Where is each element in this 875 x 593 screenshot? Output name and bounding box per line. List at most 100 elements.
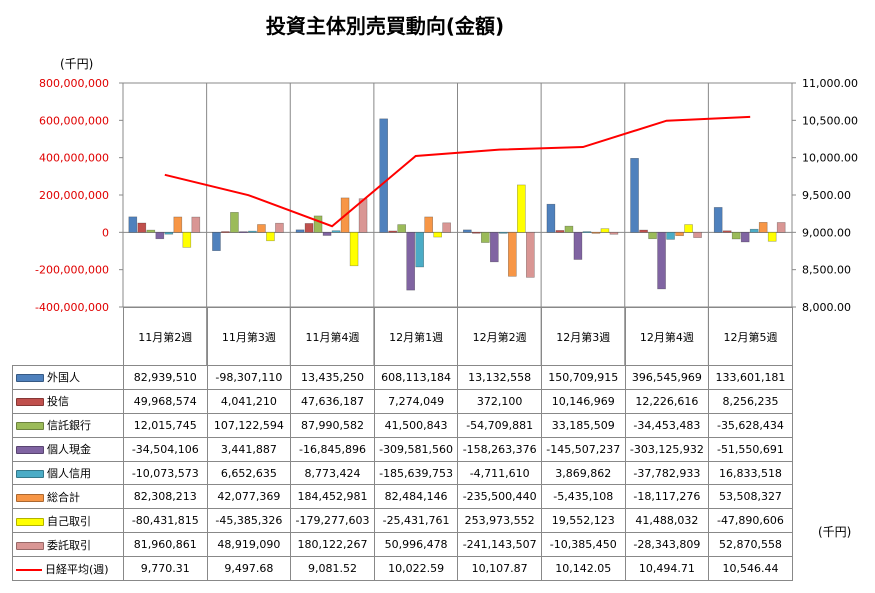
bar	[639, 229, 648, 233]
data-cell: 42,077,369	[206, 484, 292, 510]
table-row: 自己取引 -80,431,815 -45,385,326 -179,277,603 -2…	[12, 508, 793, 534]
data-cell: 33,185,509	[540, 412, 626, 438]
left-axis-unit: (千円)	[60, 57, 94, 71]
legend-swatch-icon	[16, 422, 44, 431]
data-cell: 9,770.31	[123, 556, 208, 582]
table-row: 投信 49,968,574 4,041,210 47,636,187 7,274,049…	[12, 388, 793, 414]
data-cell: 49,968,574	[123, 388, 208, 414]
data-cell: -179,277,603	[290, 508, 375, 534]
category-label: 12月第2週	[457, 307, 542, 366]
data-cell: 9,497.68	[206, 556, 292, 582]
data-cell: 87,990,582	[290, 412, 375, 438]
data-cell: 47,636,187	[290, 388, 375, 414]
data-cell: 12,015,745	[123, 412, 208, 438]
bar	[313, 215, 323, 233]
bar	[266, 232, 275, 242]
bar	[463, 229, 472, 233]
data-cell: 41,488,032	[624, 508, 710, 534]
chart-title: 投資主体別売買動向(金額)	[265, 14, 505, 38]
data-cell: 13,435,250	[290, 365, 375, 390]
legend-entry: 信託銀行	[12, 412, 124, 438]
data-cell: -158,263,376	[457, 436, 542, 462]
bar	[693, 232, 702, 238]
y2-tick-label: 10,000.00	[802, 152, 858, 165]
bar	[731, 232, 741, 240]
legend-swatch-icon	[16, 541, 44, 550]
data-cell: 16,833,518	[708, 460, 793, 486]
data-cell: 81,960,861	[123, 532, 208, 558]
bar	[713, 207, 723, 233]
y2-tick-label: 10,500.00	[802, 114, 858, 127]
bar	[275, 222, 284, 233]
right-axis-unit: (千円)	[818, 525, 852, 539]
bar	[230, 212, 239, 233]
table-row: 日経平均(週) 9,770.31 9,497.68 9,081.52 10,022.59…	[12, 556, 793, 582]
table-row: 個人信用 -10,073,573 6,652,635 8,773,424 -185,63…	[12, 460, 793, 486]
data-cell: 372,100	[457, 388, 542, 414]
bar	[415, 232, 424, 268]
legend-entry: 個人現金	[12, 436, 124, 462]
data-cell: -5,435,108	[540, 484, 626, 510]
data-cell: 82,939,510	[123, 365, 208, 390]
bar	[675, 232, 684, 237]
legend-swatch-icon	[16, 398, 44, 407]
y-tick-label: 800,000,000	[39, 77, 109, 90]
series-name: 信託銀行	[47, 419, 91, 433]
data-cell: -47,890,606	[708, 508, 793, 534]
data-cell: -54,709,881	[457, 412, 542, 438]
bar	[137, 222, 147, 233]
bar	[555, 230, 565, 233]
bar	[546, 203, 556, 233]
legend-swatch-icon	[16, 470, 44, 478]
bar	[517, 184, 526, 233]
data-cell: -34,504,106	[123, 436, 208, 462]
bar	[508, 232, 517, 277]
data-cell: 396,545,969	[624, 365, 710, 390]
y-tick-label: 0	[102, 226, 109, 239]
table-row: 個人現金 -34,504,106 3,441,887 -16,845,896 -309,…	[12, 436, 793, 462]
bar	[776, 222, 786, 233]
bar	[388, 230, 397, 233]
data-cell: 10,142.05	[540, 556, 626, 582]
legend-entry: 自己取引	[12, 508, 124, 534]
legend-entry: 日経平均(週)	[12, 556, 124, 582]
bar	[490, 232, 499, 263]
series-name: 日経平均(週)	[45, 562, 109, 576]
bar	[164, 232, 174, 235]
table-row: 信託銀行 12,015,745 107,122,594 87,990,582 41,50…	[12, 412, 793, 438]
data-cell: 107,122,594	[206, 412, 292, 438]
category-label: 11月第4週	[290, 307, 375, 366]
legend-swatch-icon	[16, 517, 44, 526]
bar	[573, 232, 583, 260]
bar	[472, 231, 481, 234]
series-name: 投信	[47, 395, 69, 409]
bar	[155, 232, 165, 240]
bar	[182, 232, 192, 248]
y-tick-label: 400,000,000	[39, 152, 109, 165]
data-cell: -235,500,440	[457, 484, 542, 510]
data-cell: -10,073,573	[123, 460, 208, 486]
bar	[424, 216, 433, 233]
data-cell: 41,500,843	[373, 412, 459, 438]
y2-tick-label: 8,500.00	[802, 264, 851, 277]
y-tick-label: 200,000,000	[39, 189, 109, 202]
y2-tick-label: 9,000.00	[802, 226, 851, 239]
bar	[191, 216, 201, 233]
data-table: 11月第2週 11月第3週 11月第4週 12月第1週 12月第2週 12月第3週 12月第…	[12, 307, 793, 582]
bar	[433, 232, 442, 238]
bar	[749, 228, 759, 233]
bar	[758, 222, 768, 233]
bar	[684, 224, 693, 233]
data-cell: 3,441,887	[206, 436, 292, 462]
bar	[146, 229, 156, 233]
bar	[582, 231, 592, 233]
y2-tick-label: 9,500.00	[802, 189, 851, 202]
data-cell: -18,117,276	[624, 484, 710, 510]
data-cell: 8,773,424	[290, 460, 375, 486]
data-cell: -35,628,434	[708, 412, 793, 438]
legend-entry: 個人信用	[12, 460, 124, 486]
bar	[499, 232, 508, 234]
legend-entry: 委託取引	[12, 532, 124, 558]
bar	[257, 224, 266, 233]
bar	[379, 118, 388, 233]
